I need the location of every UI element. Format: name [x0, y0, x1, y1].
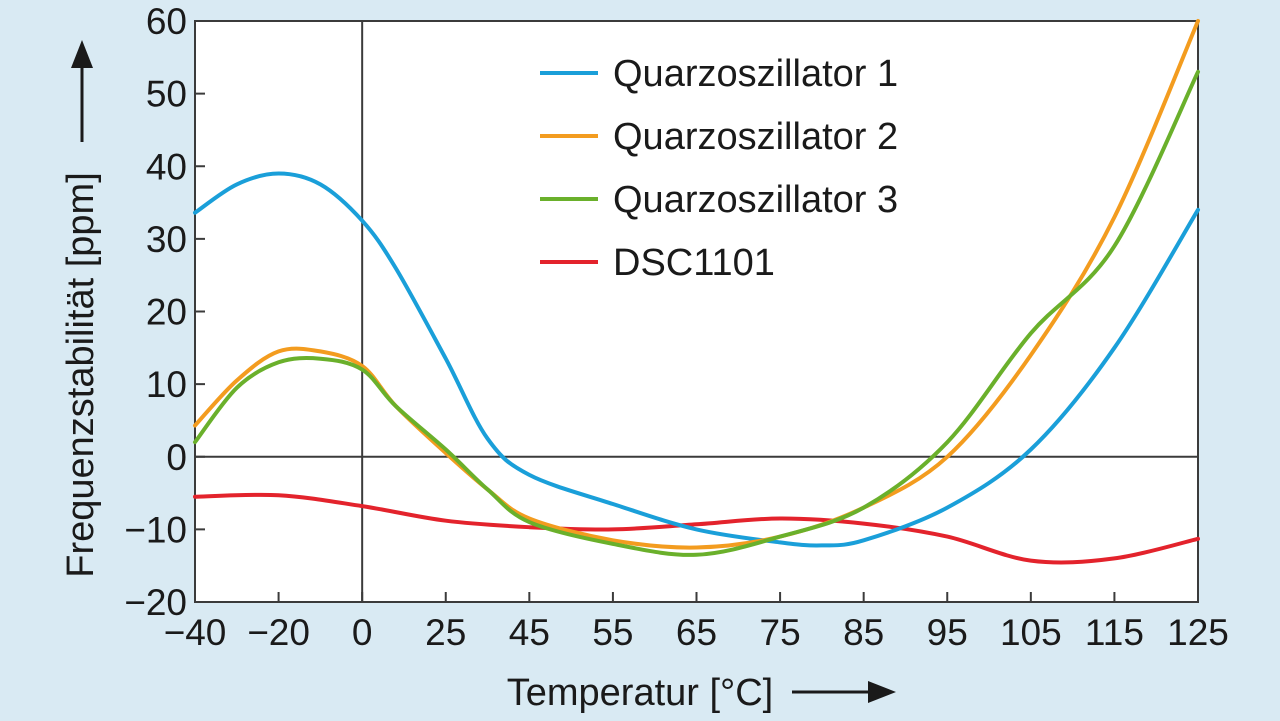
- y-axis-arrow: [71, 40, 93, 142]
- y-tick-label: 30: [146, 219, 187, 260]
- x-axis-title: Temperatur [°C]: [507, 672, 774, 714]
- legend-label: DSC1101: [613, 242, 775, 284]
- x-tick-label: 85: [843, 612, 884, 653]
- y-tick-label: −20: [124, 582, 187, 623]
- y-axis-title: Frequenzstabilität [ppm]: [60, 172, 102, 578]
- legend-label: Quarzoszillator 1: [613, 53, 898, 95]
- x-axis-arrow: [792, 681, 896, 703]
- y-tick-label: −10: [124, 509, 187, 550]
- x-tick-label: 65: [676, 612, 717, 653]
- x-tick-label: 0: [352, 612, 373, 653]
- x-tick-label: 125: [1167, 612, 1229, 653]
- plot-area: [194, 20, 1199, 603]
- x-tick-label: 105: [1000, 612, 1062, 653]
- x-tick-label: 115: [1085, 612, 1144, 653]
- x-tick-label: 75: [760, 612, 801, 653]
- y-tick-label: 60: [146, 1, 187, 42]
- x-tick-label: 55: [592, 612, 633, 653]
- x-tick-label: 95: [927, 612, 968, 653]
- y-tick-label: 20: [146, 292, 187, 333]
- x-axis-ticks: −40 −20 0 25 45 55 65 75 85 95 105 115 125: [164, 592, 1229, 653]
- legend-label: Quarzoszillator 2: [613, 116, 898, 158]
- x-tick-label: 45: [509, 612, 550, 653]
- y-axis-ticks: 60 50 40 30 20 10 0 −10 −20: [124, 1, 205, 623]
- series-line-dsc1101: [193, 492, 1200, 565]
- series-line-quarzoszillator-2: [193, 19, 1200, 550]
- y-tick-label: 0: [166, 437, 187, 478]
- series-line-quarzoszillator-3: [193, 69, 1200, 557]
- legend: Quarzoszillator 1 Quarzoszillator 2 Quarzo…: [520, 47, 900, 288]
- x-tick-label: 25: [425, 612, 466, 653]
- series-layer: [193, 19, 1200, 565]
- legend-label: Quarzoszillator 3: [613, 179, 898, 221]
- x-tick-label: −20: [247, 612, 310, 653]
- y-tick-label: 10: [146, 364, 187, 405]
- y-tick-label: 40: [146, 146, 187, 187]
- series-line-quarzoszillator-1: [193, 171, 1200, 548]
- x-tick-label: −40: [164, 612, 227, 653]
- y-tick-label: 50: [146, 74, 187, 115]
